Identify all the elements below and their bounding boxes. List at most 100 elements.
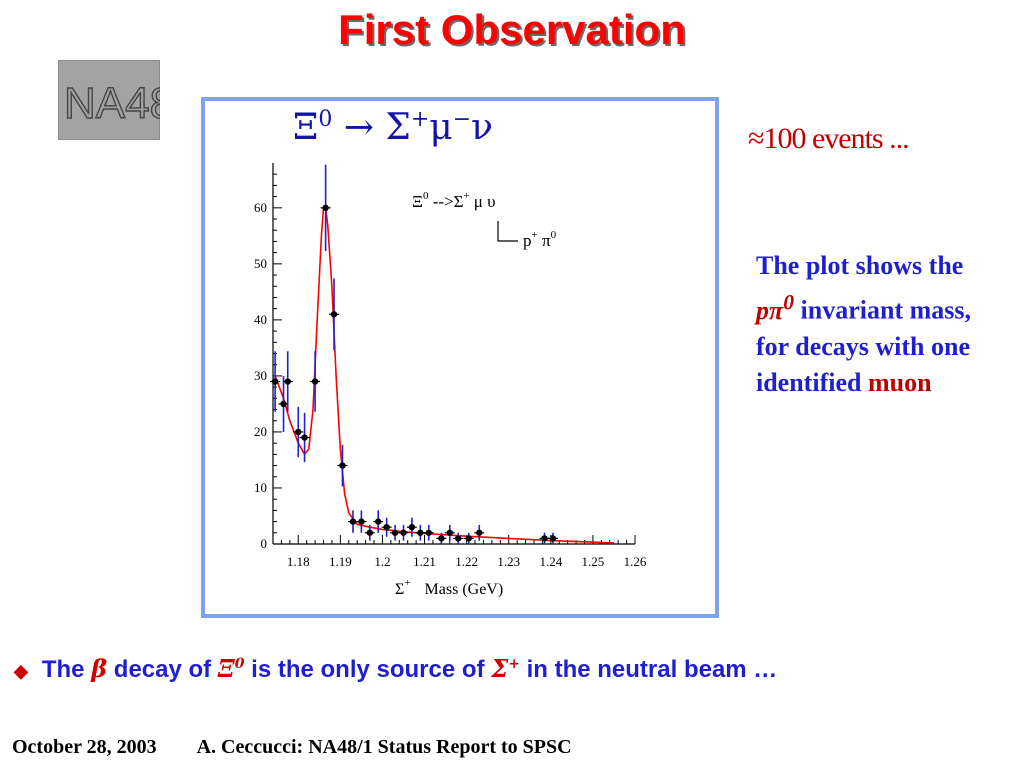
y-tick-label: 60 (254, 200, 267, 215)
data-marker (284, 378, 291, 385)
legend: Ξ0 -->Σ+ μ υ p+ π0 (412, 190, 557, 250)
data-marker (438, 535, 445, 542)
bullet-statement: ◆ The β decay of Ξ0 is the only source of… (14, 654, 777, 684)
x-tick-label: 1.2 (374, 554, 390, 569)
reaction-rhs3: ν (471, 107, 494, 148)
desc-line2: invariant mass, for decays with one iden… (756, 295, 971, 397)
bullet-xi: Ξ0 (217, 654, 245, 683)
reaction-lhs-sup: 0 (318, 107, 333, 132)
footer: October 28, 2003 A. Ceccucci: NA48/1 Stat… (12, 736, 572, 759)
data-point (415, 524, 426, 541)
x-tick-label: 1.23 (497, 554, 520, 569)
reaction-rhs2: μ (429, 107, 453, 148)
y-tick-label: 50 (254, 256, 267, 271)
x-tick-label: 1.25 (582, 554, 605, 569)
data-point (398, 524, 409, 541)
data-point (347, 510, 358, 533)
fit-curve (274, 207, 615, 544)
data-point (320, 164, 331, 251)
fit-curve-layer (274, 207, 615, 544)
data-point (270, 351, 281, 412)
bullet-sigma: Σ+ (491, 654, 520, 683)
data-point (539, 532, 550, 544)
data-point (444, 524, 455, 541)
data-marker (417, 529, 424, 536)
data-marker (446, 529, 453, 536)
data-point (453, 532, 464, 544)
data-marker (295, 428, 302, 436)
reaction-arrow: → (343, 107, 374, 148)
data-marker (400, 529, 407, 536)
data-marker (465, 535, 472, 542)
x-tick-label: 1.22 (455, 554, 478, 569)
data-point (310, 351, 321, 412)
mass-histogram: 0 10 20 30 40 50 60 1.18 1.19 1.2 1.21 1.22 1.23 1.24… (254, 163, 647, 598)
data-point (463, 532, 474, 544)
data-marker (549, 535, 557, 542)
x-tick-label: 1.26 (624, 554, 647, 569)
plot-frame: Ξ0 → Σ+μ−ν 0 10 20 30 40 50 60 1.18 1.19 1.2 1.21 1… (201, 97, 719, 618)
data-point (381, 517, 392, 537)
diamond-bullet-icon: ◆ (14, 661, 28, 681)
data-point (547, 532, 558, 544)
desc-muon: muon (867, 367, 932, 397)
data-marker (425, 529, 432, 536)
y-tick-label: 0 (261, 536, 268, 551)
plot-description: The plot shows the pπ0 invariant mass, f… (756, 248, 996, 401)
page-title: First Observation (338, 6, 686, 53)
data-point (474, 524, 485, 541)
x-tick-label: 1.24 (539, 554, 562, 569)
data-marker (408, 523, 416, 531)
y-tick-label: 10 (254, 480, 267, 495)
bullet-end: in the neutral beam … (526, 656, 778, 683)
reaction-rhs2-sup: − (452, 107, 472, 132)
data-point (293, 406, 304, 458)
na48-logo: NA48 (58, 60, 160, 140)
x-tick-label: 1.19 (329, 554, 352, 569)
y-tick-label: 30 (254, 368, 267, 383)
data-marker (339, 462, 346, 469)
data-point (423, 524, 434, 541)
data-point (390, 524, 401, 541)
data-point (337, 444, 348, 487)
y-tick-label: 20 (254, 424, 267, 439)
data-points-layer (270, 164, 558, 544)
bullet-middle: is the only source of (251, 656, 485, 683)
data-marker (366, 529, 374, 536)
data-marker (322, 204, 329, 212)
data-point (278, 375, 289, 432)
x-tick-label: 1.21 (413, 554, 436, 569)
axes: 0 10 20 30 40 50 60 1.18 1.19 1.2 1.21 1.22 1.23 1.24… (254, 163, 647, 569)
data-marker (301, 434, 308, 441)
x-axis-label: Σ+ Mass (GeV) (395, 577, 503, 598)
data-point (299, 412, 310, 463)
data-marker (349, 518, 357, 525)
data-marker (455, 535, 462, 542)
x-tick-label: 1.18 (287, 554, 310, 569)
data-marker (330, 311, 338, 318)
data-marker (311, 378, 319, 385)
data-marker (476, 529, 483, 536)
data-point (329, 278, 340, 351)
bullet-beta: β (91, 654, 108, 683)
data-point (406, 517, 417, 537)
data-point (356, 510, 367, 533)
data-marker (375, 518, 382, 525)
data-point (282, 351, 293, 412)
reaction-formula: Ξ0 → Σ+μ−ν (293, 107, 493, 148)
reaction-rhs1: Σ (385, 107, 411, 148)
logo-text: NA48 (64, 79, 160, 128)
data-marker (383, 523, 390, 531)
data-marker (280, 400, 287, 408)
legend-decay-1: Ξ0 -->Σ+ μ υ (412, 190, 496, 211)
legend-decay-2: p+ π0 (523, 229, 557, 250)
events-count: ≈100 events ... (748, 122, 910, 155)
data-marker (271, 378, 279, 385)
footer-author: A. Ceccucci: NA48/1 Status Report to SPS… (196, 736, 572, 758)
data-marker (358, 518, 365, 525)
data-point (364, 524, 375, 541)
data-point (436, 532, 447, 544)
footer-date: October 28, 2003 (12, 736, 157, 758)
bullet-the: The (41, 656, 85, 683)
data-marker (391, 529, 399, 536)
